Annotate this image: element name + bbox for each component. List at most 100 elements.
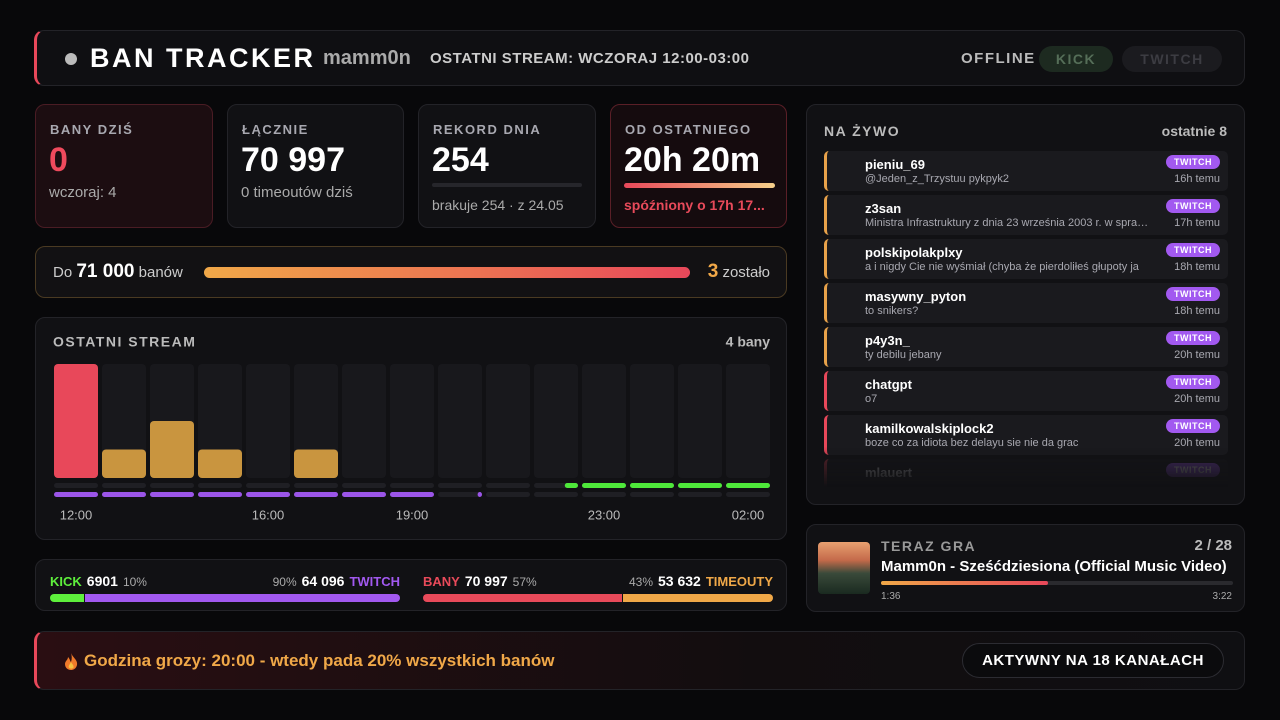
split-count: 6901	[86, 573, 118, 589]
album-art	[818, 542, 870, 594]
live-name: z3san	[865, 201, 902, 216]
live-message: ty debilu jebany	[865, 349, 942, 361]
activity-track	[198, 483, 242, 488]
kick-pill[interactable]: KICK	[1039, 46, 1113, 72]
stat-sub: 0 timeoutów dziś	[241, 184, 353, 201]
stat-value: 70 997	[241, 141, 345, 179]
bar-track	[534, 364, 578, 478]
split-share: 43%	[628, 575, 653, 589]
split-name: KICK	[50, 574, 82, 589]
x-tick-label: 02:00	[732, 507, 765, 522]
split-panel: KICK 6901 10% 90% 64 096 TWITCH BANY 70 997 57% 4…	[35, 559, 787, 611]
split-bar	[50, 594, 84, 602]
stat-sub: spóźniony o 17h 17...	[624, 197, 765, 213]
live-row: p4y3n_ ty debilu jebany TWITCH 20h temu	[824, 327, 1228, 367]
np-track	[881, 581, 1233, 585]
activity-bar	[342, 492, 386, 497]
goal-prefix: Do	[53, 264, 73, 281]
live-name: kamilkowalskiplock2	[865, 421, 994, 436]
channel-name: mamm0n	[323, 47, 411, 69]
goal-panel: Do 71 000 banów 3 zostało	[35, 246, 787, 298]
live-row: z3san Ministra Infrastruktury z dnia 23 w…	[824, 195, 1228, 235]
now-playing: TERAZ GRA 2 / 28 Mamm0n - Sześćdziesiona…	[806, 524, 1245, 612]
activity-bar	[582, 483, 626, 488]
goal-remaining-count: 3	[707, 261, 719, 282]
x-tick-label: 16:00	[252, 507, 285, 522]
activity-track	[102, 483, 146, 488]
split-name: TWITCH	[349, 574, 400, 589]
platform-badge: TWITCH	[1166, 199, 1220, 213]
activity-track	[726, 492, 770, 497]
activity-track	[438, 483, 482, 488]
activity-track	[534, 492, 578, 497]
stat-label: BANY DZIŚ	[50, 122, 134, 137]
x-tick-label: 19:00	[396, 507, 429, 522]
platform-badge: TWITCH	[1166, 463, 1220, 477]
platform-badge: TWITCH	[1166, 331, 1220, 345]
stat-value: 20h 20m	[624, 141, 761, 179]
bar	[54, 364, 98, 478]
bar-track	[342, 364, 386, 478]
activity-track	[630, 492, 674, 497]
channels-button[interactable]: AKTYWNY NA 18 KANAŁACH	[962, 643, 1224, 678]
np-elapsed: 1:36	[881, 591, 901, 602]
split-bar	[85, 594, 400, 602]
header: BAN TRACKER mamm0n OSTATNI STREAM: WCZOR…	[34, 30, 1245, 86]
platform-badge: TWITCH	[1166, 243, 1220, 257]
flame-icon	[65, 653, 78, 670]
x-tick-label: 12:00	[60, 507, 93, 522]
bar-track	[582, 364, 626, 478]
live-message: o7	[865, 393, 878, 405]
goal-fill	[204, 267, 690, 278]
activity-bar	[294, 492, 338, 497]
live-title: NA ŻYWO	[824, 123, 901, 139]
np-title: Mamm0n - Sześćdziesiona (Official Music …	[881, 558, 1227, 575]
live-message: to snikers?	[865, 305, 919, 317]
stat-label: ŁĄCZNIE	[242, 122, 309, 137]
live-time: 20h temu	[1174, 349, 1220, 361]
split-share: 57%	[512, 575, 537, 589]
stream-chart: OSTATNI STREAM 4 bany 12:00 16:00 19:00 23:…	[53, 334, 771, 523]
activity-bar	[246, 492, 290, 497]
bar-track	[246, 364, 290, 478]
activity-bar	[54, 492, 98, 497]
live-message: @Jeden_z_Trzystuu pykpyk2	[865, 173, 1010, 185]
twitch-pill[interactable]: TWITCH	[1122, 46, 1222, 72]
live-name: polskipolakplxy	[865, 245, 963, 260]
split-left: BANY 70 997 57%	[423, 573, 542, 589]
split-share: 10%	[122, 575, 147, 589]
live-time: 20h temu	[1174, 437, 1220, 449]
stat-label: REKORD DNIA	[433, 122, 542, 137]
live-name: p4y3n_	[865, 333, 910, 348]
live-name: masywny_pyton	[865, 289, 967, 304]
bar	[294, 449, 338, 478]
live-time: 17h temu	[1174, 217, 1220, 229]
activity-bar	[678, 483, 722, 488]
footer: Godzina grozy: 20:00 - wtedy pada 20% ws…	[34, 631, 1245, 690]
activity-bar	[390, 492, 434, 497]
activity-track	[582, 492, 626, 497]
goal-remaining-label: zostało	[722, 264, 770, 281]
live-row: masywny_pyton to snikers? TWITCH 18h temu	[824, 283, 1228, 323]
split-right: 90% 64 096 TWITCH	[273, 573, 400, 589]
live-name: mlauert	[865, 465, 912, 480]
chart-summary: 4 bany	[726, 334, 771, 350]
live-name: pieniu_69	[865, 157, 925, 172]
activity-track	[150, 483, 194, 488]
live-row: polskipolakplxy a i nigdy Cie nie wyśmiał…	[824, 239, 1228, 279]
live-row: pieniu_69 @Jeden_z_Trzystuu pykpyk2 TWITCH…	[824, 151, 1228, 191]
goal-unit: banów	[138, 264, 183, 281]
live-list: pieniu_69 @Jeden_z_Trzystuu pykpyk2 TWITCH…	[807, 151, 1244, 487]
split-name: TIMEOUTY	[705, 574, 773, 589]
split-share: 90%	[272, 575, 297, 589]
activity-bar	[564, 483, 578, 488]
split-count: 64 096	[301, 573, 345, 589]
live-message: Ministra Infrastruktury z dnia 23 wrześn…	[865, 217, 1150, 229]
platform-badge: TWITCH	[1166, 155, 1220, 169]
last-stream: OSTATNI STREAM: WCZORAJ 12:00-03:00	[430, 50, 750, 67]
activity-track	[54, 483, 98, 488]
stat-card: ŁĄCZNIE 70 997 0 timeoutów dziś	[227, 104, 404, 228]
platform-badge: TWITCH	[1166, 375, 1220, 389]
